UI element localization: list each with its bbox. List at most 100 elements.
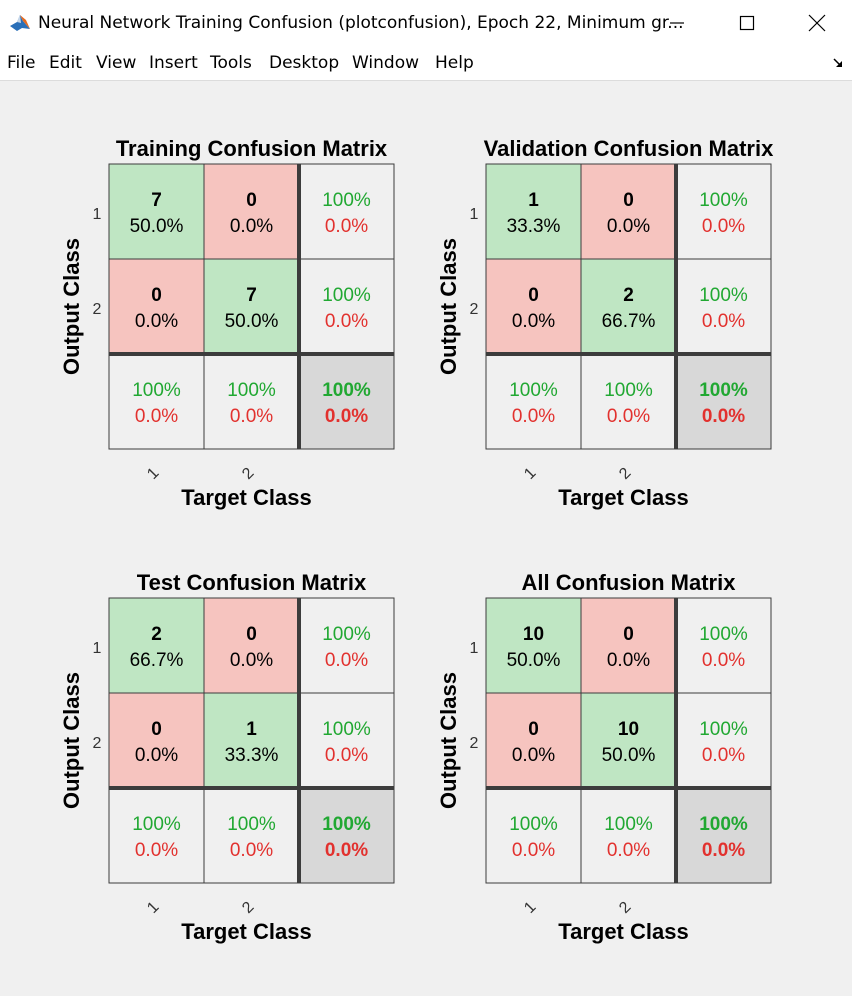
y-tick-label: 1 (470, 206, 479, 223)
y-tick-label: 2 (93, 301, 102, 318)
x-axis-label: Target Class (558, 485, 688, 510)
stat-wrong: 0.0% (325, 650, 368, 671)
overall-cell (298, 787, 395, 884)
minimize-button[interactable] (642, 0, 712, 46)
matrix-cell (485, 258, 582, 355)
stat-cell (675, 597, 772, 694)
cell-percent: 33.3% (225, 745, 279, 766)
stat-correct: 100% (699, 285, 748, 306)
cell-percent: 0.0% (512, 745, 555, 766)
stat-cell (675, 692, 772, 789)
menu-file[interactable]: File (7, 53, 36, 73)
stat-wrong: 0.0% (230, 406, 273, 427)
matrix-title: All Confusion Matrix (522, 570, 737, 595)
overall-error: 0.0% (325, 840, 368, 861)
stat-correct: 100% (227, 380, 276, 401)
cell-count: 0 (528, 719, 539, 740)
y-axis-label: Output Class (436, 672, 461, 809)
overall-accuracy: 100% (699, 380, 748, 401)
cell-percent: 50.0% (130, 216, 184, 237)
cell-count: 10 (618, 719, 639, 740)
stat-correct: 100% (132, 380, 181, 401)
cell-count: 0 (151, 719, 162, 740)
stat-wrong: 0.0% (135, 840, 178, 861)
y-tick-label: 2 (470, 735, 479, 752)
overall-accuracy: 100% (699, 814, 748, 835)
matrix-border (485, 597, 772, 884)
stat-cell (675, 163, 772, 260)
matrix-cell (485, 597, 582, 694)
menu-window[interactable]: Window (352, 53, 420, 73)
x-tick-label: 2 (616, 899, 634, 917)
stat-cell (203, 787, 300, 884)
overall-cell (675, 787, 772, 884)
matrix-title: Training Confusion Matrix (116, 136, 388, 161)
matrix-cell (580, 258, 677, 355)
stat-wrong: 0.0% (702, 311, 745, 332)
stat-wrong: 0.0% (512, 406, 555, 427)
y-tick-label: 1 (93, 640, 102, 657)
matrix-border (108, 163, 395, 450)
minimize-icon (670, 22, 684, 24)
stat-correct: 100% (322, 190, 371, 211)
cell-count: 0 (528, 285, 539, 306)
menu-view[interactable]: View (96, 53, 137, 73)
maximize-button[interactable] (712, 0, 782, 46)
x-axis-label: Target Class (181, 919, 311, 944)
stat-cell (108, 353, 205, 450)
x-tick-label: 1 (144, 465, 162, 483)
x-axis-label: Target Class (181, 485, 311, 510)
matrix-cell (203, 163, 300, 260)
cell-percent: 0.0% (607, 216, 650, 237)
stat-correct: 100% (604, 380, 653, 401)
menu-insert[interactable]: Insert (149, 53, 198, 73)
menu-help[interactable]: Help (435, 53, 474, 73)
cell-percent: 50.0% (507, 650, 561, 671)
x-tick-label: 2 (239, 465, 257, 483)
x-tick-label: 1 (521, 465, 539, 483)
cell-percent: 66.7% (602, 311, 656, 332)
stat-wrong: 0.0% (135, 406, 178, 427)
menu-desktop[interactable]: Desktop (269, 53, 340, 73)
cell-count: 7 (246, 285, 257, 306)
menu-edit[interactable]: Edit (49, 53, 82, 73)
matrix-cell (580, 692, 677, 789)
window-title: Neural Network Training Confusion (plotc… (38, 13, 684, 33)
stat-wrong: 0.0% (325, 216, 368, 237)
cell-percent: 0.0% (135, 745, 178, 766)
stat-cell (485, 353, 582, 450)
x-tick-label: 2 (616, 465, 634, 483)
matrix-cell (108, 597, 205, 694)
dock-arrow-icon[interactable] (832, 57, 844, 69)
matrix-cell (580, 597, 677, 694)
stat-cell (675, 258, 772, 355)
confusion-matrix-1: 750.0%00.0%100%0.0%00.0%750.0%100%0.0%10… (59, 136, 395, 510)
overall-cell (298, 353, 395, 450)
stat-correct: 100% (227, 814, 276, 835)
stat-wrong: 0.0% (702, 216, 745, 237)
stat-wrong: 0.0% (230, 840, 273, 861)
title-bar[interactable]: Neural Network Training Confusion (plotc… (0, 0, 852, 46)
close-button[interactable] (782, 0, 852, 46)
y-axis-label: Output Class (59, 238, 84, 375)
matrix-cell (485, 692, 582, 789)
cell-percent: 33.3% (507, 216, 561, 237)
stat-cell (298, 258, 395, 355)
menu-bar: File Edit View Insert Tools Desktop Wind… (0, 46, 852, 81)
x-tick-label: 1 (521, 899, 539, 917)
cell-count: 2 (623, 285, 634, 306)
matlab-app-icon (8, 11, 32, 35)
cell-percent: 50.0% (225, 311, 279, 332)
confusion-matrix-4: 10 50.0% 0 0.0% 100% 0.0% 0 0.0% 10 50.0% 100% 0.0%… (436, 570, 772, 944)
stat-wrong: 0.0% (702, 650, 745, 671)
x-tick-label: 1 (144, 899, 162, 917)
y-tick-label: 1 (93, 206, 102, 223)
menu-tools[interactable]: Tools (210, 53, 252, 73)
matrix-border (108, 597, 395, 884)
x-axis-label: Target Class (558, 919, 688, 944)
matrix-border (485, 163, 772, 450)
confusion-matrix-2: 133.3%00.0%100%0.0%00.0%266.7%100%0.0%10… (436, 136, 774, 510)
matrix-cell (485, 163, 582, 260)
maximize-icon (739, 15, 755, 31)
y-axis-label: Output Class (59, 672, 84, 809)
